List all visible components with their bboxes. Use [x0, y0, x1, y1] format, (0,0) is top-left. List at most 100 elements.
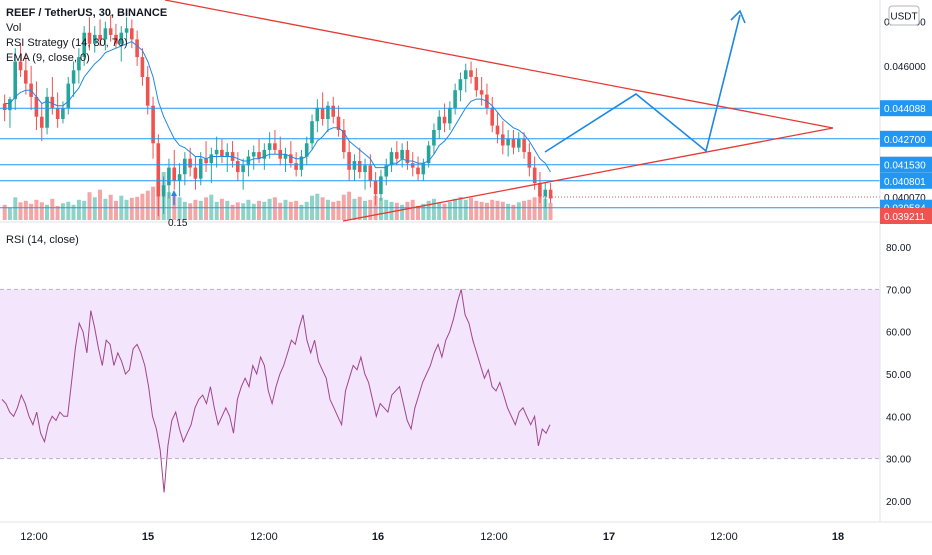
candle	[485, 83, 489, 115]
candle	[357, 147, 362, 179]
candle	[479, 77, 484, 106]
volume-bar	[543, 198, 548, 220]
rsi-tick-label: 70.00	[886, 285, 911, 296]
candlestick-series	[2, 15, 553, 217]
last-price-label: 0.039211	[884, 212, 925, 223]
candle	[283, 147, 288, 172]
volume-bars	[2, 172, 553, 220]
candle	[209, 147, 214, 184]
candle	[82, 26, 86, 66]
volume-bar	[198, 200, 203, 220]
candle	[352, 154, 357, 181]
rsi-band-fill	[0, 289, 880, 459]
candle	[395, 141, 399, 166]
candle	[183, 152, 187, 186]
volume-bar	[516, 202, 521, 220]
candle	[453, 83, 457, 115]
volume-bar	[103, 198, 108, 220]
candle	[320, 92, 325, 126]
volume-bar	[400, 204, 405, 220]
candle	[87, 17, 92, 51]
ema-line	[4, 41, 551, 173]
strategy-legend: RSI Strategy (14, 30, 70)	[6, 37, 128, 49]
candle	[24, 52, 28, 95]
candle	[315, 99, 320, 133]
volume-bar	[257, 200, 261, 220]
candle	[373, 172, 378, 206]
volume-bar	[325, 199, 330, 220]
candle	[214, 136, 219, 168]
volume-bar	[29, 203, 34, 220]
time-tick-label: 12:00	[250, 531, 278, 543]
rsi-tick-label: 80.00	[886, 243, 911, 254]
candle	[145, 65, 150, 115]
candle	[379, 169, 383, 201]
volume-bar	[18, 202, 23, 220]
rsi-axis[interactable]: 80.00 70.00 60.00 50.00 40.00 30.00 20.00	[886, 243, 911, 508]
volume-bar	[384, 199, 389, 220]
rsi-tick-label: 60.00	[886, 328, 911, 339]
currency-button-label[interactable]: USDT	[890, 12, 917, 23]
price-axis[interactable]: 0.044088 0.042700 0.041530 0.040801 0.040070…	[880, 18, 932, 224]
volume-bar	[463, 199, 468, 220]
horizontal-levels	[0, 107, 880, 209]
time-tick-label: 12:00	[20, 531, 48, 543]
drawing-tools[interactable]	[164, 0, 834, 222]
volume-bar	[241, 203, 246, 220]
volume-bar	[2, 204, 7, 220]
candle	[326, 101, 330, 133]
volume-bar	[87, 192, 92, 220]
volume-bar	[421, 203, 426, 220]
time-axis[interactable]: 12:00 15 12:00 16 12:00 17 12:00 18	[20, 531, 844, 543]
candle	[93, 26, 97, 53]
triangle-lower-trendline[interactable]	[342, 127, 834, 222]
volume-bar	[82, 200, 87, 220]
volume-bar	[246, 199, 251, 220]
time-tick-label: 12:00	[480, 531, 508, 543]
time-tick-label: 16	[372, 531, 384, 543]
volume-bar	[368, 199, 373, 220]
volume-bar	[522, 200, 526, 220]
volume-bar	[389, 201, 394, 220]
volume-bar	[347, 191, 352, 220]
candle	[463, 63, 468, 93]
volume-bar	[500, 201, 505, 220]
volume-bar	[442, 203, 447, 220]
candle	[204, 141, 208, 172]
candle	[400, 143, 404, 168]
candle	[167, 158, 171, 199]
projection-path[interactable]	[544, 14, 741, 153]
volume-bar	[235, 202, 240, 220]
candle	[66, 77, 71, 115]
candle	[220, 138, 224, 164]
candle	[98, 19, 102, 46]
candle	[246, 149, 251, 177]
volume-bar	[13, 197, 18, 220]
volume-bar	[55, 205, 60, 220]
time-tick-label: 18	[832, 531, 844, 543]
currency-button[interactable]	[888, 5, 920, 26]
volume-bar	[506, 203, 511, 220]
volume-bar	[299, 204, 304, 220]
candle	[506, 130, 510, 157]
volume-bar	[378, 197, 383, 220]
candle	[426, 141, 431, 168]
candle	[257, 138, 261, 164]
volume-bar	[410, 199, 415, 220]
volume-bar	[304, 201, 309, 220]
candle	[71, 61, 76, 97]
volume-bar	[272, 197, 277, 220]
volume-bar	[416, 205, 420, 220]
candle	[278, 136, 282, 166]
candle	[543, 183, 548, 208]
volume-bar	[511, 204, 516, 220]
candle	[273, 130, 277, 155]
candle	[114, 23, 118, 49]
volume-bar	[34, 199, 39, 220]
level-price-tag	[880, 156, 932, 173]
candle	[469, 61, 473, 84]
candle	[8, 96, 12, 128]
triangle-upper-trendline[interactable]	[164, 0, 834, 129]
